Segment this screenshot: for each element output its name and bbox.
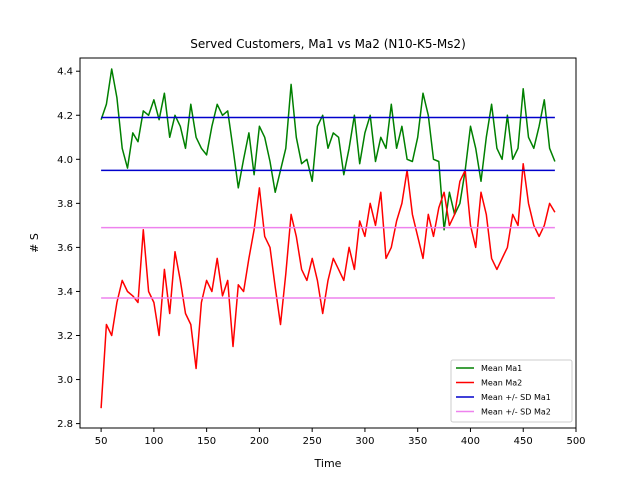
plot-frame [79, 57, 577, 429]
y-axis: 2.8 3.0 3.2 3.4 3.6 3.8 4.0 4.2 4.4 [57, 67, 80, 430]
legend-label: Mean Ma1 [481, 364, 522, 373]
series-layer [100, 68, 556, 409]
x-tick-label: 200 [250, 436, 269, 447]
x-axis: 50 100 150 200 250 300 350 400 450 500 [95, 428, 586, 447]
x-tick-label: 150 [197, 436, 216, 447]
x-tick-label: 400 [461, 436, 480, 447]
x-tick-label: 250 [303, 436, 322, 447]
y-tick-label: 2.8 [57, 419, 73, 430]
x-axis-label: Time [314, 457, 342, 470]
legend: Mean Ma1 Mean Ma2 Mean +/- SD Ma1 Mean +/- … [450, 359, 573, 423]
x-tick-label: 500 [566, 436, 585, 447]
legend-label: Mean Ma2 [481, 379, 522, 388]
x-tick-label: 300 [355, 436, 374, 447]
x-tick-label: 350 [408, 436, 427, 447]
y-tick-label: 3.8 [57, 199, 73, 210]
x-tick-label: 50 [95, 436, 108, 447]
y-tick-label: 4.4 [57, 67, 73, 78]
y-axis-label: # S [28, 233, 41, 253]
y-tick-label: 4.0 [57, 155, 73, 166]
y-tick-label: 4.2 [57, 111, 73, 122]
y-tick-label: 3.0 [57, 375, 73, 386]
chart-title: Served Customers, Ma1 vs Ma2 (N10-K5-Ms2… [190, 37, 466, 51]
series-line [100, 162, 556, 409]
x-tick-label: 450 [514, 436, 533, 447]
legend-label: Mean +/- SD Ma1 [481, 393, 551, 402]
x-tick-label: 100 [144, 436, 163, 447]
y-tick-label: 3.6 [57, 243, 73, 254]
legend-box [450, 359, 573, 423]
y-tick-label: 3.4 [57, 287, 73, 298]
legend-label: Mean +/- SD Ma2 [481, 408, 551, 417]
y-tick-label: 3.2 [57, 331, 73, 342]
